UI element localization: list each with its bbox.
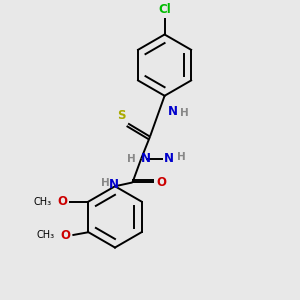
Text: CH₃: CH₃	[37, 230, 55, 240]
Text: S: S	[117, 109, 126, 122]
Text: H: H	[127, 154, 135, 164]
Text: N: N	[110, 178, 119, 191]
Text: H: H	[180, 108, 188, 118]
Text: Cl: Cl	[158, 3, 171, 16]
Text: O: O	[157, 176, 167, 189]
Text: H: H	[101, 178, 110, 188]
Text: N: N	[167, 105, 178, 118]
Text: O: O	[60, 229, 70, 242]
Text: O: O	[57, 195, 67, 208]
Text: N: N	[164, 152, 174, 165]
Text: H: H	[177, 152, 186, 162]
Text: CH₃: CH₃	[34, 196, 52, 207]
Text: N: N	[141, 152, 151, 165]
